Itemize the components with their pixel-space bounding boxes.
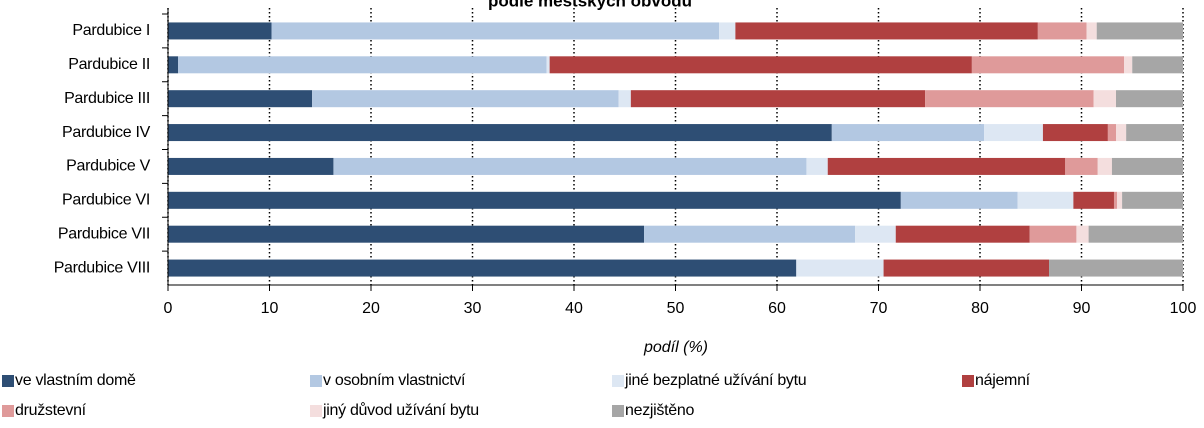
bar-segment xyxy=(168,124,832,142)
bar-segment xyxy=(1076,225,1089,243)
legend-swatch xyxy=(612,405,624,417)
bar-segment xyxy=(855,225,896,243)
bar-segment xyxy=(1049,259,1183,277)
y-tick-label: Pardubice IV xyxy=(62,124,151,141)
bar-segment xyxy=(1117,191,1123,209)
legend-swatch xyxy=(612,375,624,387)
bar-segment xyxy=(827,157,1066,175)
x-tick-label: 80 xyxy=(971,300,989,317)
legend-label: jiný důvod užívání bytu xyxy=(322,401,479,419)
legend-swatch xyxy=(2,375,14,387)
bar-segment xyxy=(1122,191,1183,209)
bar-segment xyxy=(1107,124,1117,142)
x-tick-label: 90 xyxy=(1073,300,1091,317)
bar-segment xyxy=(1017,191,1074,209)
bar-segment xyxy=(925,90,1094,108)
bar-segment xyxy=(168,225,645,243)
bar-segment xyxy=(1065,157,1098,175)
bar-segment xyxy=(900,191,1018,209)
bar-segment xyxy=(168,259,797,277)
bar-segment xyxy=(1111,157,1183,175)
bar-segment xyxy=(831,124,985,142)
legend-swatch xyxy=(2,405,14,417)
bar-segment xyxy=(1088,225,1183,243)
bar-segment xyxy=(883,259,1050,277)
bar-segment xyxy=(806,157,828,175)
legend-label: jiné bezplatné užívání bytu xyxy=(624,372,806,389)
bar-segment xyxy=(168,56,179,74)
legend-label: nájemní xyxy=(975,372,1031,389)
bar-segment xyxy=(1086,22,1097,40)
bar-segment xyxy=(1029,225,1077,243)
bar-segment xyxy=(312,90,619,108)
bar-segment xyxy=(895,225,1030,243)
y-tick-label: Pardubice III xyxy=(64,90,150,107)
bar-segment xyxy=(1113,191,1118,209)
bar-segment xyxy=(1116,90,1183,108)
legend-swatch xyxy=(962,375,974,387)
bar-segment xyxy=(1093,90,1117,108)
x-tick-label: 70 xyxy=(870,300,888,317)
bar-segment xyxy=(1116,124,1127,142)
bar-segment xyxy=(1126,124,1183,142)
bar-segment xyxy=(549,56,972,74)
bar-segment xyxy=(719,22,736,40)
bar-segment xyxy=(1042,124,1108,142)
bar-segment xyxy=(1037,22,1087,40)
x-tick-label: 0 xyxy=(164,300,173,317)
bar-segment xyxy=(168,191,901,209)
bar-segment xyxy=(1097,157,1112,175)
x-tick-label: 10 xyxy=(261,300,279,317)
y-tick-label: Pardubice VII xyxy=(58,225,150,242)
y-tick-label: Pardubice I xyxy=(72,22,150,39)
bar-segment xyxy=(735,22,1038,40)
x-tick-label: 50 xyxy=(667,300,685,317)
bar-segment xyxy=(796,259,884,277)
bar-segment xyxy=(1132,56,1183,74)
bar-segment xyxy=(984,124,1043,142)
bar-segment xyxy=(168,90,313,108)
legend-label: ve vlastním domě xyxy=(15,372,136,389)
y-tick-label: Pardubice II xyxy=(68,56,150,73)
bar-segment xyxy=(546,56,550,74)
y-tick-label: Pardubice VIII xyxy=(54,259,150,276)
bar-segment xyxy=(1124,56,1133,74)
x-tick-label: 100 xyxy=(1170,300,1197,317)
x-tick-label: 40 xyxy=(565,300,583,317)
legend-label: nezjištěno xyxy=(625,402,694,419)
bar-segment xyxy=(1073,191,1114,209)
bar-segment xyxy=(168,22,272,40)
chart-title: podle městských obvodů xyxy=(488,0,692,10)
bar-segment xyxy=(630,90,926,108)
bar-segment xyxy=(644,225,856,243)
x-tick-label: 60 xyxy=(768,300,786,317)
bar-segment xyxy=(168,157,334,175)
bar-segment xyxy=(271,22,720,40)
y-tick-label: Pardubice VI xyxy=(62,192,150,209)
bar-segment xyxy=(1096,22,1183,40)
legend-label: družstevní xyxy=(15,402,87,419)
bar-segment xyxy=(618,90,631,108)
x-tick-label: 20 xyxy=(362,300,380,317)
bar-segment xyxy=(971,56,1125,74)
bar-segment xyxy=(178,56,547,74)
x-axis-label: podíl (%) xyxy=(643,339,708,356)
legend-label: v osobním vlastnictví xyxy=(323,372,466,389)
y-tick-label: Pardubice V xyxy=(66,158,150,175)
bar-segment xyxy=(333,157,807,175)
legend-swatch xyxy=(310,375,322,387)
x-tick-label: 30 xyxy=(464,300,482,317)
legend-swatch xyxy=(310,405,322,417)
